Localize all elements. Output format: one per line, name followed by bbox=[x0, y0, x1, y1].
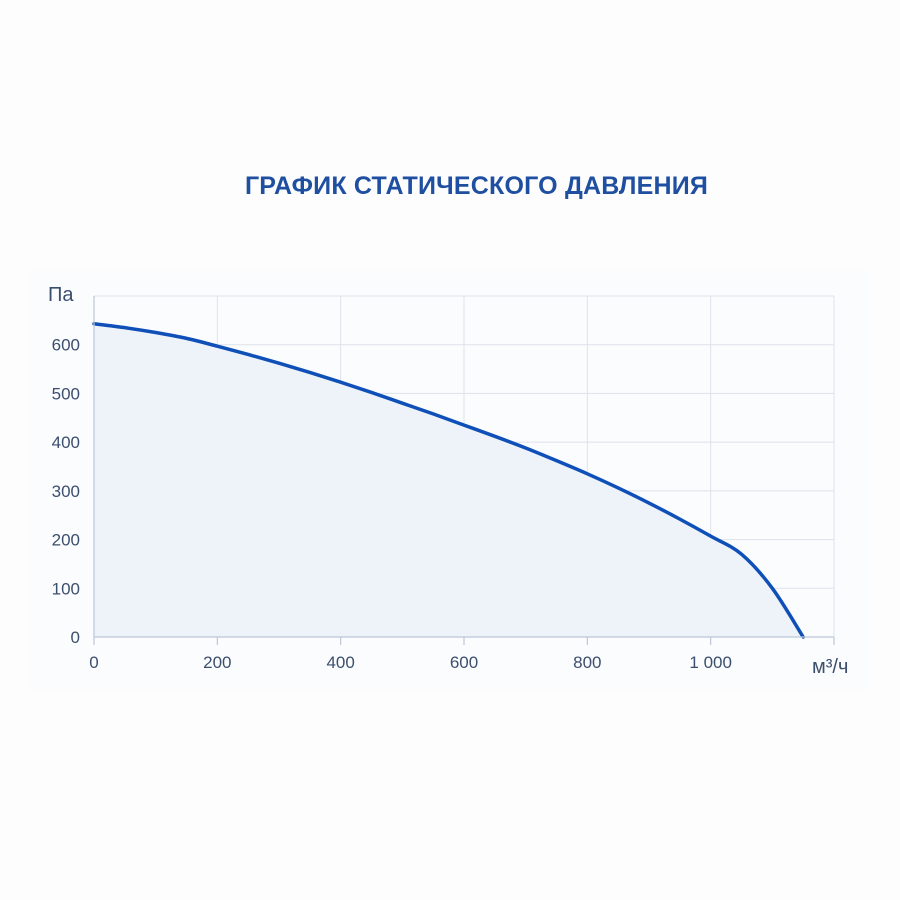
axes: 0 200 400 600 800 1 000 0 100 200 300 400 500 600 bbox=[52, 296, 835, 672]
x-axis-unit-label: м³/ч bbox=[812, 656, 848, 678]
pressure-curve-line bbox=[92, 322, 805, 639]
x-tick-label-1000: 1 000 bbox=[689, 653, 732, 672]
x-tick-label-0: 0 bbox=[89, 653, 98, 672]
y-tick-label-500: 500 bbox=[52, 384, 80, 403]
x-tick-label-400: 400 bbox=[326, 653, 354, 672]
y-tick-label-600: 600 bbox=[52, 336, 80, 355]
y-tick-label-400: 400 bbox=[52, 433, 80, 452]
chart-title: ГРАФИК СТАТИЧЕСКОГО ДАВЛЕНИЯ bbox=[244, 172, 709, 200]
x-tick-label-800: 800 bbox=[573, 653, 601, 672]
x-tick-label-200: 200 bbox=[203, 653, 231, 672]
y-tick-label-300: 300 bbox=[52, 482, 80, 501]
x-tick-label-600: 600 bbox=[450, 653, 478, 672]
y-tick-label-0: 0 bbox=[71, 628, 80, 647]
y-tick-label-100: 100 bbox=[52, 579, 80, 598]
y-tick-label-200: 200 bbox=[52, 531, 80, 550]
y-axis-unit-label: Па bbox=[48, 284, 74, 306]
curve-area-fill bbox=[94, 323, 804, 637]
